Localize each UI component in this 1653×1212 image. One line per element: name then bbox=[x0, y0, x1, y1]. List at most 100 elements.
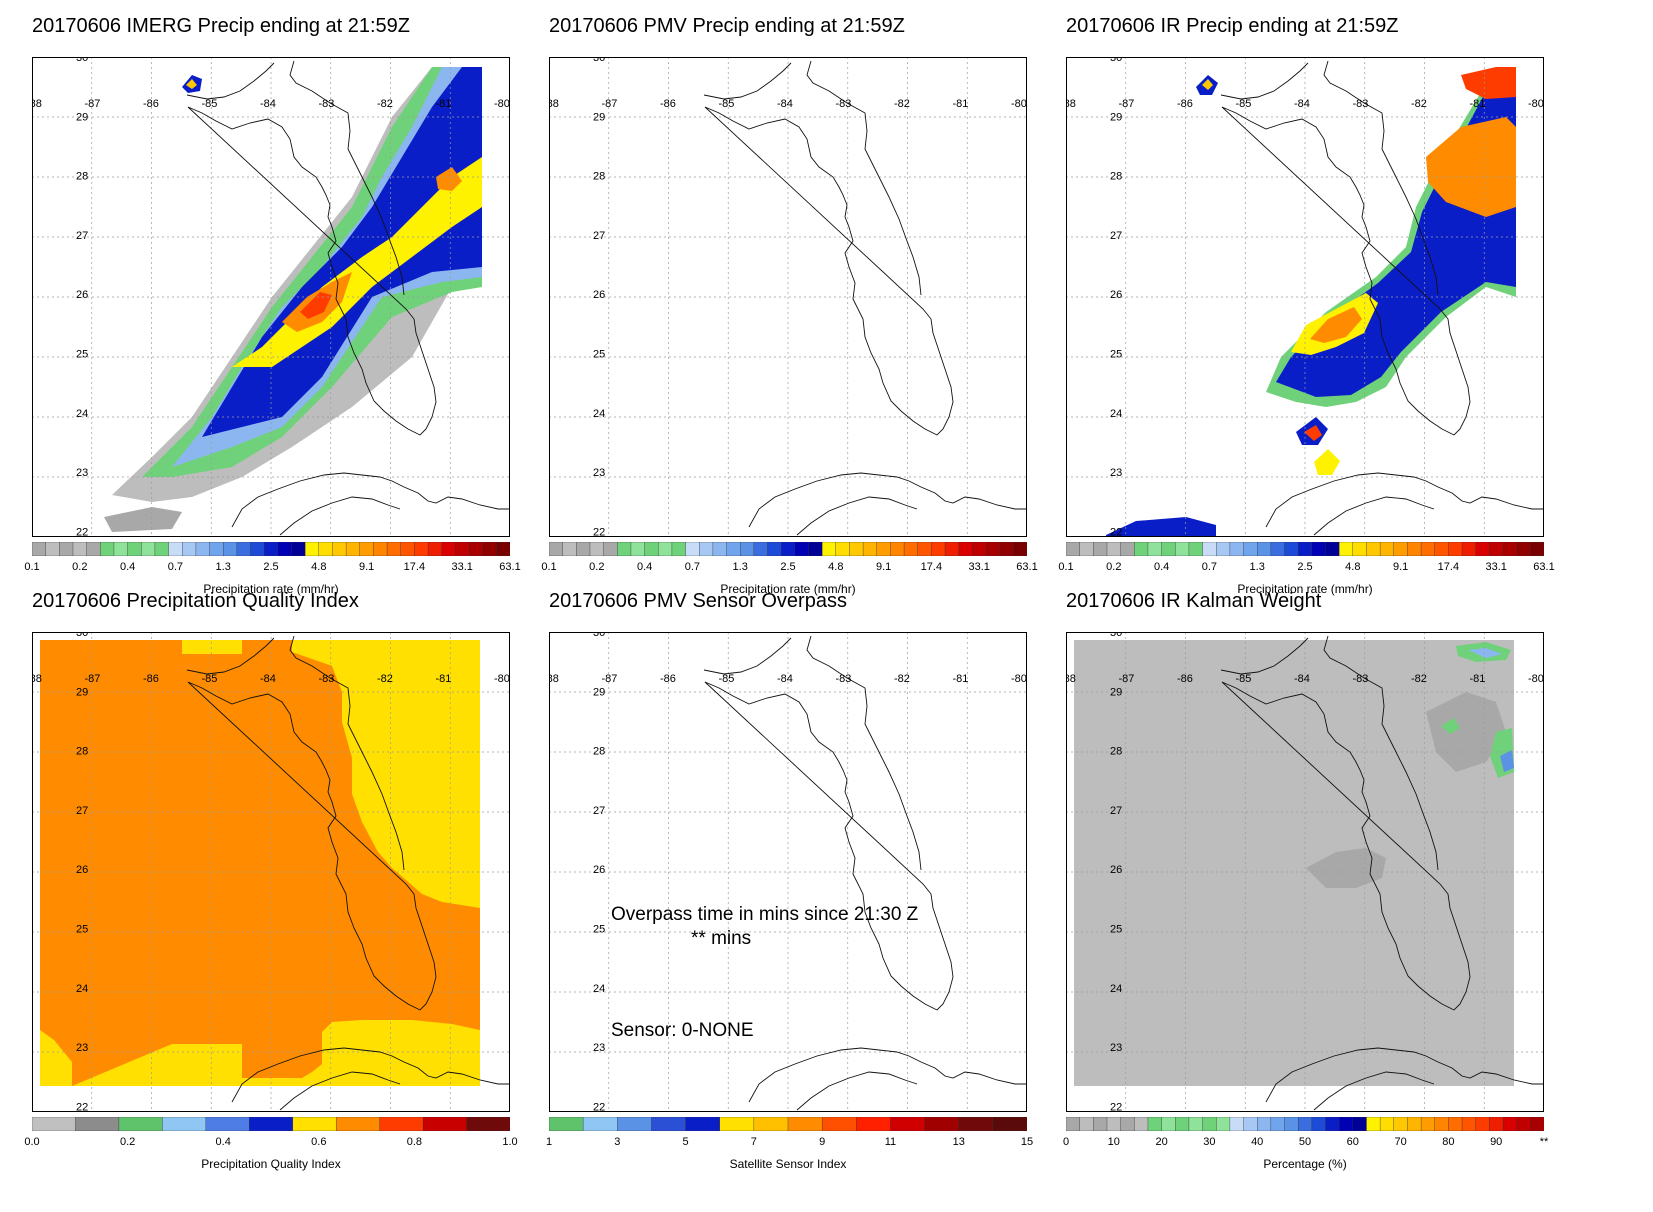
colorbar-swatch bbox=[671, 542, 687, 556]
colorbar-swatch bbox=[1448, 1117, 1463, 1131]
lat-label: 22 bbox=[76, 526, 88, 537]
lon-label: -82 bbox=[1411, 673, 1427, 685]
colorbar-tick-label: 9 bbox=[819, 1136, 826, 1148]
rain-area-yellow bbox=[186, 79, 197, 89]
colorbar-tick-label: 70 bbox=[1394, 1136, 1407, 1148]
lat-label: 27 bbox=[593, 805, 605, 817]
colorbar-tick-label: 2.5 bbox=[780, 561, 796, 573]
lon-label: -83 bbox=[836, 98, 852, 110]
colorbar bbox=[32, 1117, 510, 1131]
colorbar-swatch bbox=[386, 542, 402, 556]
colorbar-swatch bbox=[1106, 542, 1122, 556]
rain-area-red bbox=[1304, 425, 1322, 441]
colorbar-tick-label: 33.1 bbox=[968, 561, 990, 573]
colorbar bbox=[32, 542, 510, 556]
lat-label: 25 bbox=[593, 924, 605, 936]
colorbar-swatch bbox=[86, 542, 101, 556]
panel-title: 20170606 IMERG Precip ending at 21:59Z bbox=[32, 15, 411, 37]
colorbar-ticks: 0.1 0.2 0.4 0.7 1.3 2.5 4.8 9.1 17.4 33.1 63.1 bbox=[24, 561, 530, 577]
colorbar-swatch bbox=[617, 542, 632, 556]
lon-label: -80 bbox=[1011, 98, 1027, 110]
map-frame bbox=[32, 57, 510, 537]
lon-label: -82 bbox=[894, 98, 910, 110]
lon-label: -81 bbox=[436, 98, 452, 110]
colorbar-swatch bbox=[400, 542, 416, 556]
colorbar-tick-label: 0.1 bbox=[541, 561, 557, 573]
colorbar-swatch bbox=[482, 542, 498, 556]
lat-label: 22 bbox=[76, 1101, 88, 1112]
colorbar-swatch bbox=[1311, 542, 1327, 556]
colorbar-swatch bbox=[118, 1117, 164, 1131]
lon-label: -86 bbox=[143, 673, 159, 685]
cuba-coastline bbox=[748, 1047, 1027, 1111]
colorbar-tick-label: 0.4 bbox=[215, 1136, 231, 1148]
colorbar-swatch bbox=[141, 542, 156, 556]
colorbar-swatch bbox=[1297, 542, 1313, 556]
lon-label: -84 bbox=[1294, 98, 1310, 110]
colorbar-swatch bbox=[699, 542, 714, 556]
lat-label: 22 bbox=[593, 1101, 605, 1112]
colorbar-tick-label: 0.1 bbox=[1058, 561, 1074, 573]
colorbar-tick-label: 40 bbox=[1251, 1136, 1264, 1148]
colorbar-swatch bbox=[1066, 542, 1081, 556]
lon-label: -84 bbox=[260, 673, 276, 685]
lat-label: 24 bbox=[593, 408, 605, 420]
lon-label: -81 bbox=[436, 673, 452, 685]
colorbar-swatch bbox=[32, 542, 47, 556]
colorbar-swatch bbox=[1147, 542, 1163, 556]
lat-label: 29 bbox=[1110, 111, 1122, 123]
colorbar-swatch bbox=[1338, 542, 1354, 556]
colorbar-swatch bbox=[1284, 542, 1299, 556]
colorbar-tick-label: 0.2 bbox=[1106, 561, 1122, 573]
panel-quality-index: 20170606 Precipitation Quality Index 30 2… bbox=[24, 590, 550, 1190]
colorbar-swatch bbox=[1434, 1117, 1450, 1131]
colorbar-swatch bbox=[1338, 1117, 1354, 1131]
colorbar-swatch bbox=[414, 542, 429, 556]
colorbar-swatch bbox=[1256, 1117, 1272, 1131]
colorbar-swatch bbox=[821, 542, 837, 556]
lat-label: 25 bbox=[76, 924, 88, 936]
lon-label: -86 bbox=[660, 98, 676, 110]
colorbar-swatch bbox=[890, 542, 905, 556]
lon-label: -84 bbox=[777, 673, 793, 685]
colorbar-swatch bbox=[1147, 1117, 1163, 1131]
colorbar-swatch bbox=[917, 542, 933, 556]
colorbar-swatch bbox=[1475, 542, 1491, 556]
colorbar-swatch bbox=[1013, 542, 1027, 556]
colorbar-swatch bbox=[1325, 542, 1340, 556]
lat-label: 29 bbox=[593, 686, 605, 698]
map-frame bbox=[1066, 57, 1544, 537]
colorbar-swatch bbox=[168, 542, 183, 556]
colorbar-tick-label: 0.2 bbox=[589, 561, 605, 573]
lat-label: 26 bbox=[1110, 864, 1122, 876]
lon-label: -80 bbox=[494, 673, 510, 685]
colorbar-tick-label: 63.1 bbox=[1533, 561, 1555, 573]
lat-label: 30 bbox=[1110, 632, 1122, 639]
cuba-coastline bbox=[1265, 472, 1544, 536]
rain-area-blue bbox=[1106, 517, 1216, 537]
colorbar-swatch bbox=[1134, 542, 1149, 556]
lat-label: 24 bbox=[593, 983, 605, 995]
quality-map: 30 29 28 27 26 25 24 23 22 -88 -87 -86 -85 -84 -83 -82 -… bbox=[32, 632, 510, 1112]
colorbar-swatch bbox=[767, 542, 782, 556]
colorbar-swatch bbox=[209, 542, 224, 556]
lon-label: -86 bbox=[143, 98, 159, 110]
lat-label: 23 bbox=[593, 1042, 605, 1054]
florida-coastline bbox=[1220, 635, 1471, 1011]
kalman-low-weight bbox=[1306, 848, 1386, 888]
colorbar-swatch bbox=[1284, 1117, 1299, 1131]
colorbar-swatch bbox=[1093, 1117, 1108, 1131]
colorbar-tick-label: 9.1 bbox=[1392, 561, 1409, 573]
colorbar-swatch bbox=[1188, 1117, 1204, 1131]
lat-label: 23 bbox=[593, 467, 605, 479]
colorbar-swatch bbox=[1216, 1117, 1231, 1131]
colorbar-tick-label: 0.8 bbox=[406, 1136, 423, 1148]
colorbar-tick-label: 80 bbox=[1442, 1136, 1455, 1148]
rain-area-yellow bbox=[1314, 449, 1340, 475]
colorbar-swatch bbox=[1407, 1117, 1422, 1131]
lat-label: 22 bbox=[1110, 1101, 1122, 1112]
lon-label: -85 bbox=[202, 98, 218, 110]
lat-label: 23 bbox=[76, 1042, 88, 1054]
colorbar-tick-label: 7 bbox=[750, 1136, 757, 1148]
colorbar-tick-label: 1.3 bbox=[1249, 561, 1265, 573]
